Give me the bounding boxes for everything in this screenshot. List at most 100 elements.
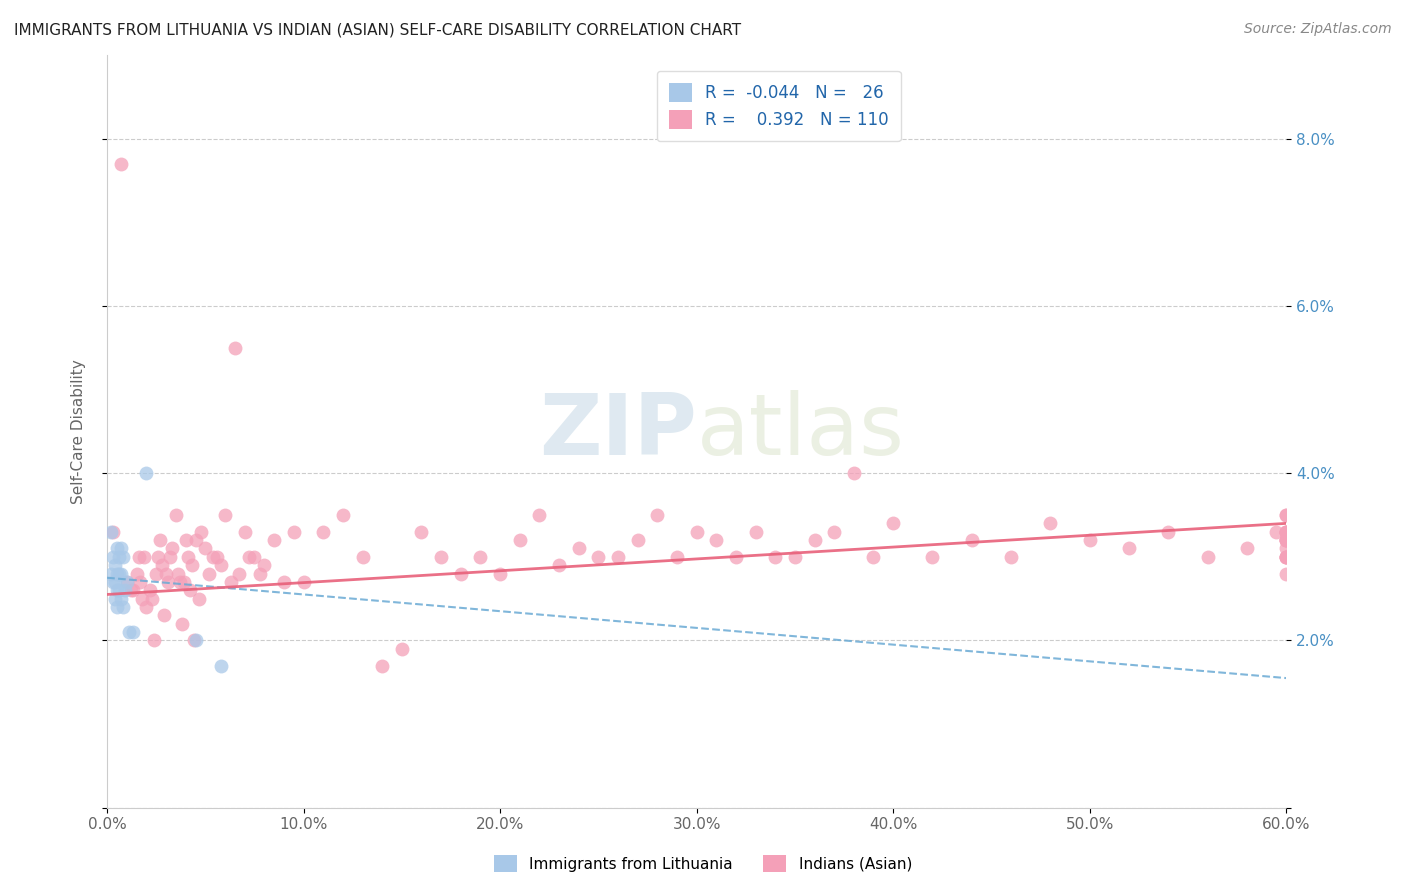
Point bbox=[1275, 549, 1298, 564]
Point bbox=[430, 549, 453, 564]
Point bbox=[101, 524, 124, 539]
Point bbox=[1118, 541, 1140, 556]
Point bbox=[803, 533, 825, 548]
Point bbox=[1000, 549, 1022, 564]
Point bbox=[704, 533, 727, 548]
Point bbox=[233, 524, 256, 539]
Point bbox=[173, 574, 195, 589]
Point bbox=[627, 533, 650, 548]
Point bbox=[283, 524, 305, 539]
Point bbox=[111, 599, 134, 614]
Point bbox=[183, 633, 205, 648]
Point bbox=[238, 549, 260, 564]
Point bbox=[1275, 508, 1298, 522]
Point bbox=[105, 541, 128, 556]
Point bbox=[411, 524, 433, 539]
Point bbox=[1275, 549, 1298, 564]
Point bbox=[1275, 533, 1298, 548]
Point bbox=[194, 541, 217, 556]
Point bbox=[104, 558, 127, 573]
Point bbox=[763, 549, 786, 564]
Point bbox=[1197, 549, 1219, 564]
Point bbox=[882, 516, 904, 531]
Point bbox=[489, 566, 512, 581]
Point bbox=[188, 591, 211, 606]
Point bbox=[104, 591, 127, 606]
Point bbox=[145, 566, 167, 581]
Point bbox=[783, 549, 806, 564]
Point bbox=[273, 574, 295, 589]
Point bbox=[165, 508, 187, 522]
Point bbox=[198, 566, 221, 581]
Point bbox=[101, 574, 124, 589]
Point bbox=[143, 633, 166, 648]
Point bbox=[190, 524, 212, 539]
Point bbox=[470, 549, 492, 564]
Point bbox=[509, 533, 531, 548]
Point bbox=[1275, 524, 1298, 539]
Point bbox=[160, 541, 183, 556]
Point bbox=[101, 549, 124, 564]
Point bbox=[108, 566, 131, 581]
Point bbox=[110, 566, 132, 581]
Point bbox=[184, 633, 207, 648]
Point bbox=[209, 558, 232, 573]
Point bbox=[1275, 541, 1298, 556]
Point bbox=[209, 658, 232, 673]
Point bbox=[1275, 508, 1298, 522]
Point bbox=[134, 549, 156, 564]
Legend: Immigrants from Lithuania, Indians (Asian): Immigrants from Lithuania, Indians (Asia… bbox=[486, 847, 920, 880]
Point bbox=[219, 574, 242, 589]
Point bbox=[1275, 524, 1298, 539]
Point bbox=[607, 549, 630, 564]
Point bbox=[156, 574, 179, 589]
Point bbox=[1275, 524, 1298, 539]
Point bbox=[243, 549, 266, 564]
Point bbox=[224, 341, 246, 355]
Point bbox=[146, 549, 169, 564]
Point bbox=[228, 566, 250, 581]
Point bbox=[184, 533, 207, 548]
Point bbox=[121, 583, 143, 598]
Point bbox=[205, 549, 228, 564]
Point bbox=[1275, 566, 1298, 581]
Point bbox=[332, 508, 354, 522]
Point bbox=[214, 508, 236, 522]
Point bbox=[1275, 533, 1298, 548]
Point bbox=[1275, 549, 1298, 564]
Y-axis label: Self-Care Disability: Self-Care Disability bbox=[72, 359, 86, 504]
Point bbox=[108, 549, 131, 564]
Point bbox=[371, 658, 394, 673]
Point bbox=[139, 583, 162, 598]
Point bbox=[114, 583, 136, 598]
Point bbox=[1275, 524, 1298, 539]
Point bbox=[647, 508, 669, 522]
Point bbox=[862, 549, 884, 564]
Point bbox=[588, 549, 610, 564]
Point bbox=[263, 533, 285, 548]
Point bbox=[960, 533, 983, 548]
Point bbox=[135, 599, 157, 614]
Point bbox=[1236, 541, 1258, 556]
Point bbox=[685, 524, 707, 539]
Point bbox=[312, 524, 335, 539]
Point bbox=[529, 508, 551, 522]
Text: ZIP: ZIP bbox=[538, 390, 696, 473]
Point bbox=[110, 157, 132, 171]
Point bbox=[253, 558, 276, 573]
Point bbox=[115, 574, 138, 589]
Point bbox=[166, 566, 188, 581]
Text: atlas: atlas bbox=[696, 390, 904, 473]
Point bbox=[129, 574, 152, 589]
Point bbox=[292, 574, 315, 589]
Legend: R =  -0.044   N =   26, R =    0.392   N = 110: R = -0.044 N = 26, R = 0.392 N = 110 bbox=[657, 71, 900, 141]
Point bbox=[115, 574, 138, 589]
Point bbox=[352, 549, 374, 564]
Text: IMMIGRANTS FROM LITHUANIA VS INDIAN (ASIAN) SELF-CARE DISABILITY CORRELATION CHA: IMMIGRANTS FROM LITHUANIA VS INDIAN (ASI… bbox=[14, 22, 741, 37]
Point bbox=[450, 566, 472, 581]
Point bbox=[202, 549, 225, 564]
Point bbox=[104, 574, 127, 589]
Point bbox=[174, 533, 197, 548]
Point bbox=[842, 467, 865, 481]
Point bbox=[155, 566, 177, 581]
